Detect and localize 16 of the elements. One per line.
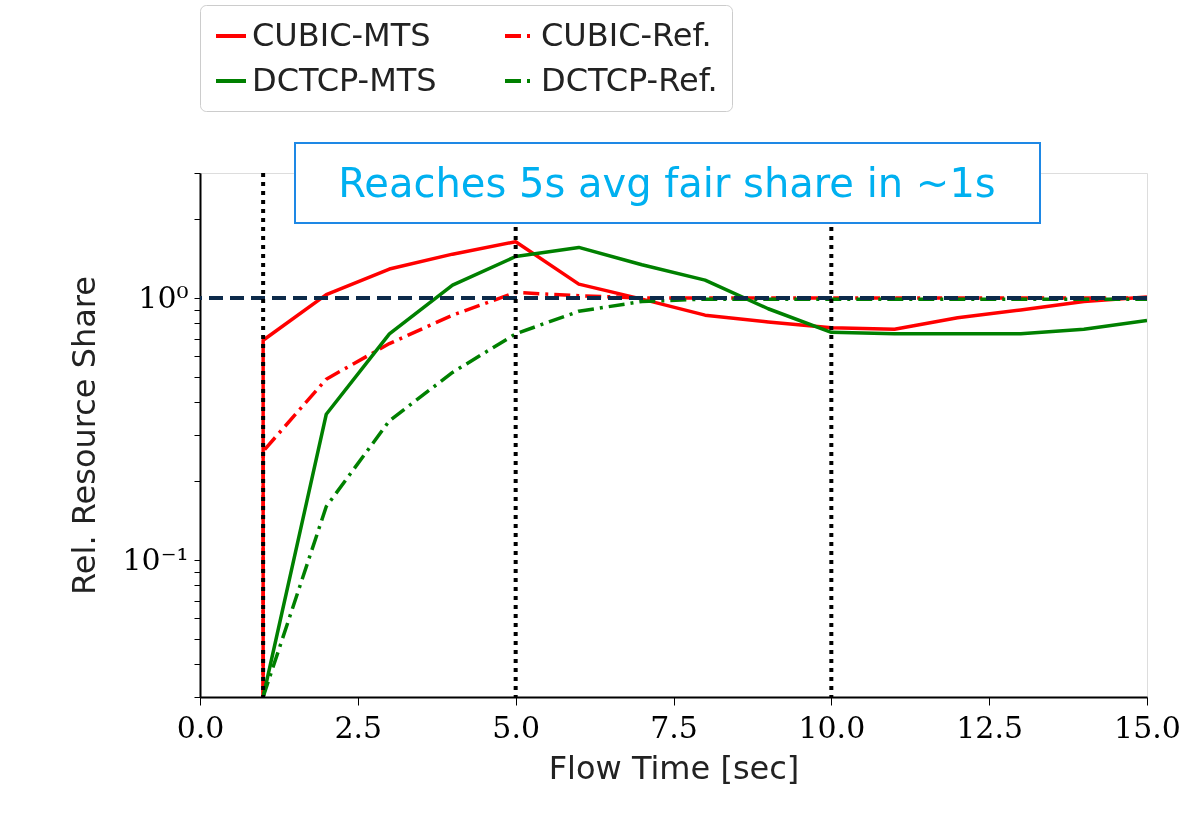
y-axis-title: Rel. Resource Share	[65, 276, 104, 595]
x-tick-label: 5.0	[492, 709, 541, 745]
x-axis-title: Flow Time [sec]	[548, 748, 800, 787]
x-tick-label: 0.0	[176, 709, 225, 745]
x-tick-label: 2.5	[334, 709, 383, 745]
legend-label: CUBIC-MTS	[252, 16, 431, 54]
x-tick-label: 10.0	[798, 709, 866, 745]
x-tick-label: 7.5	[650, 709, 698, 745]
x-tick-label: 12.5	[956, 709, 1024, 745]
legend-label: CUBIC-Ref.	[541, 16, 712, 54]
legend-label: DCTCP-MTS	[252, 61, 437, 99]
annotation: Reaches 5s avg fair share in ~1s	[338, 160, 996, 206]
x-tick-label: 15.0	[1114, 709, 1181, 745]
legend-label: DCTCP-Ref.	[541, 61, 718, 99]
y-tick-label: 10⁰	[138, 279, 189, 315]
y-tick-label: 10⁻¹	[122, 541, 189, 577]
